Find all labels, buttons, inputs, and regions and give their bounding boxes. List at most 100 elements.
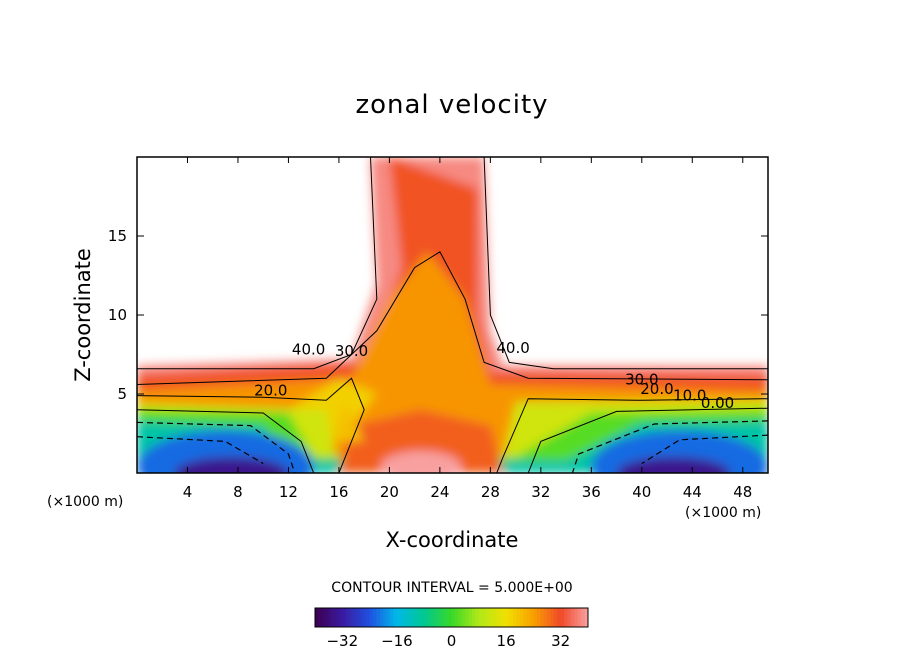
colorbar-swatch	[390, 608, 394, 627]
colorbar-swatch	[383, 608, 388, 627]
field-purple-right	[616, 457, 731, 473]
colorbar-swatch	[366, 608, 370, 627]
colorbar-swatch	[489, 608, 493, 627]
y-tick-label: 10	[108, 306, 127, 324]
colorbar-swatch	[369, 608, 374, 627]
contour-labels: 40.0 30.020.040.030.020.0 10.00.00	[254, 339, 734, 412]
x-tick-label: 8	[233, 483, 243, 501]
colorbar-tick-label: −16	[381, 632, 413, 650]
colorbar-swatch	[570, 608, 575, 627]
colorbar-swatch	[512, 608, 517, 627]
colorbar-swatch	[318, 608, 323, 627]
colorbar-swatch	[564, 608, 568, 627]
colorbar-swatch	[465, 608, 469, 627]
contour-label: 0.00	[701, 394, 734, 412]
y-tick-label: 15	[108, 227, 127, 245]
colorbar-swatch	[526, 608, 531, 627]
contour-interval-text: CONTOUR INTERVAL = 5.000E+00	[331, 580, 572, 596]
colorbar-swatch	[523, 608, 527, 627]
colorbar-swatch	[448, 608, 452, 627]
y-tick-label: 5	[117, 385, 127, 403]
x-tick-label: 32	[531, 483, 550, 501]
colorbar-swatch	[543, 608, 548, 627]
x-axis-ticks: 4 8 12 16 20 24 28 32 36 40 44 48	[183, 157, 752, 501]
x-tick-label: 12	[279, 483, 298, 501]
colorbar-swatch	[557, 608, 562, 627]
colorbar-swatch	[386, 608, 391, 627]
colorbar-swatch	[325, 608, 330, 627]
colorbar-tick-label: −32	[326, 632, 358, 650]
chart-title: zonal velocity	[355, 90, 548, 120]
contour-neg-left	[137, 421, 296, 473]
colorbar-tick-label: 0	[447, 632, 457, 650]
colorbar-swatch	[437, 608, 442, 627]
colorbar-frame	[314, 607, 589, 628]
contour-label: 40.0	[496, 339, 529, 357]
contour-20-right	[496, 398, 768, 473]
x-axis-label: X-coordinate	[386, 528, 519, 552]
field-yellow-pocket	[332, 401, 365, 442]
contour-label: 40.0	[292, 341, 325, 359]
x-tick-label: 40	[632, 483, 651, 501]
colorbar-swatch	[519, 608, 524, 627]
colorbar-swatch	[492, 608, 497, 627]
colorbar-swatch	[468, 608, 473, 627]
colorbar-swatch	[553, 608, 558, 627]
colorbar-swatch	[332, 608, 336, 627]
contour-label: 20.0	[640, 380, 673, 398]
colorbar-swatch	[574, 608, 579, 627]
x-tick-label: 16	[329, 483, 348, 501]
colorbar-swatch	[584, 608, 589, 627]
colorbar-swatch	[410, 608, 415, 627]
colorbar-swatch	[499, 608, 504, 627]
y-axis-ticks: 5 10 15	[108, 227, 768, 403]
colorbar-swatch	[434, 608, 439, 627]
x-unit-label-left: (×1000 m)	[47, 494, 123, 510]
colorbar-swatch	[345, 608, 350, 627]
contour-label: 20.0	[254, 382, 287, 400]
colorbar-tick-label: 32	[551, 632, 570, 650]
x-tick-label: 44	[683, 483, 702, 501]
colorbar-swatch	[355, 608, 360, 627]
colorbar-swatch	[407, 608, 411, 627]
colorbar-swatch	[482, 608, 487, 627]
colorbar-swatch	[376, 608, 381, 627]
colorbar-swatch	[454, 608, 459, 627]
colorbar-swatch	[444, 608, 449, 627]
colorbar-swatch	[485, 608, 490, 627]
x-unit-label-right: (×1000 m)	[685, 505, 761, 521]
contour-neg-right	[571, 420, 768, 473]
contour-20-left	[137, 377, 365, 473]
colorbar-swatch	[342, 608, 347, 627]
colorbar-swatch	[424, 608, 429, 627]
colorbar-swatch	[338, 608, 343, 627]
plot-area: 40.0 30.020.040.030.020.0 10.00.00 4 8 12 16 2…	[108, 156, 769, 501]
colorbar-swatch	[577, 608, 582, 627]
x-tick-label: 24	[430, 483, 449, 501]
contour-30	[137, 251, 768, 385]
colorbar-swatch	[315, 608, 319, 627]
colorbar-swatch	[359, 608, 364, 627]
contour-lines	[137, 157, 768, 473]
contour-label: 10.0	[673, 386, 706, 404]
x-tick-label: 48	[733, 483, 752, 501]
colorbar-swatch	[495, 608, 500, 627]
colorbar-swatch	[420, 608, 425, 627]
colorbar-swatch	[352, 608, 357, 627]
colorbar-swatch	[427, 608, 432, 627]
colorbar-swatch	[550, 608, 555, 627]
contour-10-right	[527, 407, 768, 473]
colorbar-swatch	[461, 608, 466, 627]
colorbar-swatch	[560, 608, 565, 627]
colorbar-swatch	[516, 608, 521, 627]
colorbar-swatch	[417, 608, 422, 627]
colorbar-swatch	[475, 608, 480, 627]
contour-40-right	[483, 157, 768, 370]
contour-label: 30.0	[625, 371, 658, 389]
contour-10-left	[137, 409, 315, 473]
colorbar-tick-label: 16	[497, 632, 516, 650]
x-tick-label: 28	[481, 483, 500, 501]
colorbar-swatch	[540, 608, 545, 627]
colorbar-swatch	[478, 608, 483, 627]
